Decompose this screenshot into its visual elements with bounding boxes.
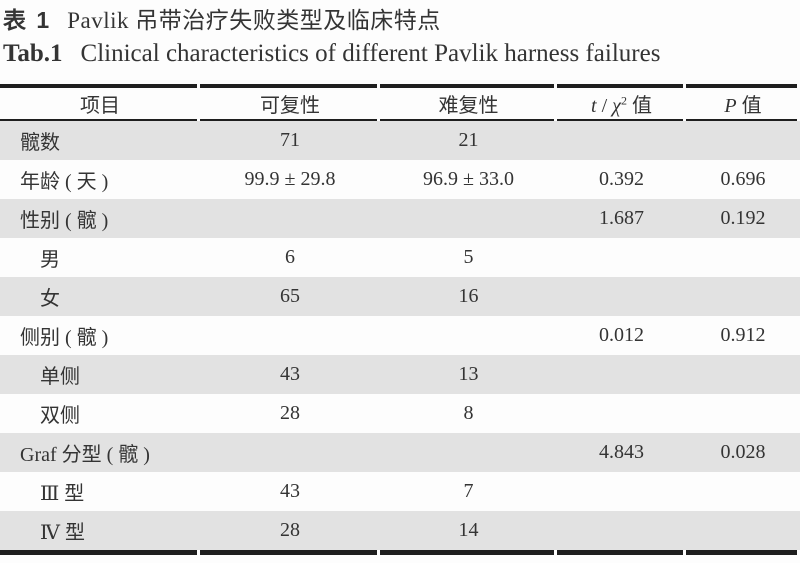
- row-label: Ⅲ 型: [40, 483, 85, 505]
- clinical-characteristics-table: 项目 可复性 难复性 t / χ2 值 P 值 髋数 71 21 年龄 ( 天 …: [0, 84, 800, 555]
- irreducible-value: 16: [458, 285, 479, 307]
- reducible-value: 6: [285, 246, 295, 268]
- row-label: 侧别 ( 髋 ): [20, 327, 109, 349]
- reducible-value: 71: [280, 129, 300, 151]
- rule-segment: [0, 550, 197, 555]
- irreducible-value: 8: [463, 402, 474, 424]
- row-label: Ⅳ 型: [40, 522, 85, 544]
- header-irreducible: 难复性: [438, 95, 499, 117]
- chi-symbol: χ: [612, 95, 621, 117]
- reducible-value: 28: [280, 402, 300, 424]
- table-row-bilateral: 双侧 28 8: [0, 394, 800, 433]
- p-symbol: P: [724, 95, 737, 117]
- stat-value: 1.687: [599, 207, 644, 229]
- title-english-number: Tab.1: [3, 40, 63, 67]
- rule-segment: [380, 550, 554, 555]
- rule-segment: [200, 84, 377, 88]
- irreducible-value: 14: [458, 519, 479, 541]
- value-suffix: 值: [626, 95, 652, 117]
- table-row-type-4: Ⅳ 型 28 14: [0, 511, 800, 550]
- p-value: 0.912: [720, 324, 766, 346]
- rule-segment: [557, 119, 683, 121]
- reducible-value: 28: [280, 519, 300, 541]
- table-titles: 表 1 Pavlik 吊带治疗失败类型及临床特点 Tab.1 Clinical ch…: [0, 0, 800, 71]
- reducible-value: 43: [280, 480, 300, 502]
- p-value: 0.696: [720, 168, 766, 190]
- slash: /: [596, 95, 613, 117]
- table-top-rule: [0, 84, 800, 88]
- header-t-chi-square: t / χ2 值: [557, 89, 686, 118]
- table-row-sex: 性别 ( 髋 ) 1.687 0.192: [0, 199, 800, 238]
- row-label: 髋数: [20, 132, 60, 154]
- row-label: 性别 ( 髋 ): [20, 210, 109, 232]
- rule-segment: [557, 84, 683, 88]
- rule-segment: [686, 550, 797, 555]
- p-value: 0.192: [720, 207, 766, 229]
- table-row-hip-count: 髋数 71 21: [0, 121, 800, 160]
- title-english-text: Clinical characteristics of different Pa…: [80, 40, 661, 67]
- table-header-row: 项目 可复性 难复性 t / χ2 值 P 值: [0, 88, 800, 119]
- row-label: 女: [40, 288, 60, 310]
- rule-segment: [0, 84, 197, 88]
- irreducible-value: 21: [458, 129, 479, 151]
- stat-value: 0.392: [599, 168, 644, 190]
- value-suffix: 值: [736, 95, 762, 117]
- row-label: 男: [40, 249, 60, 271]
- table-row-age: 年龄 ( 天 ) 99.9 ± 29.8 96.9 ± 33.0 0.392 0…: [0, 160, 800, 199]
- rule-segment: [200, 119, 377, 121]
- table-row-male: 男 6 5: [0, 238, 800, 277]
- rule-segment: [686, 119, 797, 121]
- table-header-rule: [0, 119, 800, 121]
- rule-segment: [0, 119, 197, 121]
- stat-value: 0.012: [599, 324, 644, 346]
- p-value: 0.028: [720, 441, 766, 463]
- table-row-female: 女 65 16: [0, 277, 800, 316]
- table-row-graf-type: Graf 分型 ( 髋 ) 4.843 0.028: [0, 433, 800, 472]
- row-label: 年龄 ( 天 ): [20, 171, 109, 193]
- t-symbol: t: [591, 95, 597, 117]
- irreducible-value: 96.9 ± 33.0: [423, 168, 514, 190]
- irreducible-value: 5: [463, 246, 474, 268]
- chi-exponent: 2: [620, 93, 627, 108]
- reducible-value: 65: [280, 285, 300, 307]
- table-row-side: 侧别 ( 髋 ) 0.012 0.912: [0, 316, 800, 355]
- rule-segment: [380, 84, 554, 88]
- header-item: 项目: [80, 95, 120, 117]
- title-chinese-text: Pavlik 吊带治疗失败类型及临床特点: [67, 8, 441, 33]
- title-chinese: 表 1 Pavlik 吊带治疗失败类型及临床特点: [3, 4, 798, 37]
- rule-segment: [557, 550, 683, 555]
- row-label: 单侧: [40, 366, 80, 388]
- title-english: Tab.1 Clinical characteristics of differe…: [3, 37, 798, 71]
- header-p-value: P 值: [686, 89, 800, 118]
- stat-value: 4.843: [599, 441, 644, 463]
- irreducible-value: 13: [458, 363, 479, 385]
- table-bottom-rule: [0, 550, 800, 555]
- reducible-value: 43: [280, 363, 300, 385]
- rule-segment: [686, 84, 797, 88]
- irreducible-value: 7: [463, 480, 474, 502]
- title-chinese-number: 表 1: [3, 7, 52, 33]
- table-row-unilateral: 单侧 43 13: [0, 355, 800, 394]
- row-label: Graf 分型 ( 髋 ): [20, 444, 150, 466]
- reducible-value: 99.9 ± 29.8: [244, 168, 336, 190]
- row-label: 双侧: [40, 405, 80, 427]
- rule-segment: [380, 119, 554, 121]
- header-reducible: 可复性: [260, 95, 320, 117]
- table-row-type-3: Ⅲ 型 43 7: [0, 472, 800, 511]
- rule-segment: [200, 550, 377, 555]
